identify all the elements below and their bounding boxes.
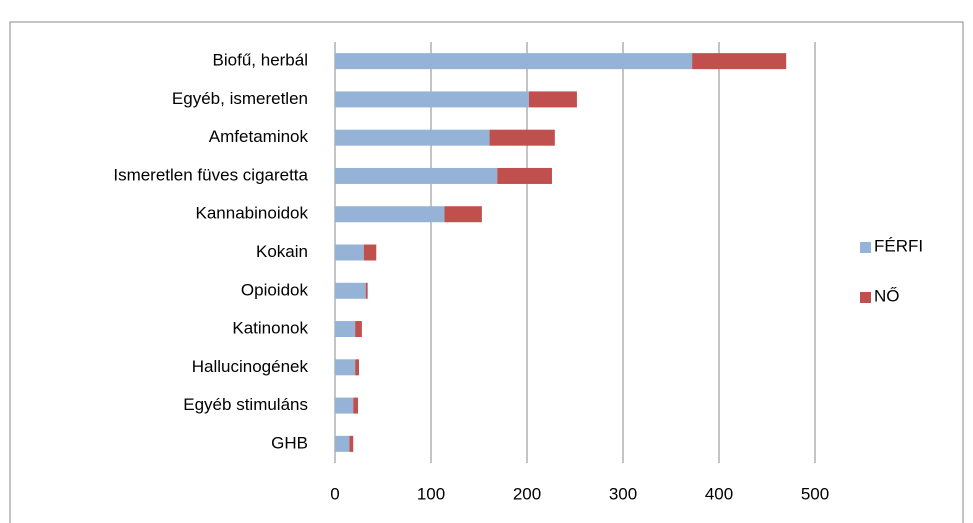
x-tick-label: 300 <box>609 484 637 503</box>
y-tick-label: GHB <box>271 433 308 452</box>
y-tick-label: Egyéb stimuláns <box>183 395 308 414</box>
y-tick-label: Egyéb, ismeretlen <box>172 89 308 108</box>
bar <box>335 91 529 108</box>
bar <box>528 91 577 108</box>
x-tick-label: 0 <box>330 484 339 503</box>
bar <box>353 397 359 414</box>
bar <box>335 244 364 261</box>
bar <box>363 244 377 261</box>
y-tick-label: Kannabinoidok <box>196 204 309 223</box>
x-tick-label: 400 <box>705 484 733 503</box>
bar <box>335 359 356 376</box>
y-tick-label: Biofű, herbál <box>213 51 308 70</box>
x-tick-label: 200 <box>513 484 541 503</box>
bar <box>335 282 366 299</box>
bar <box>335 53 693 70</box>
bar <box>335 397 354 414</box>
x-tick-label: 100 <box>417 484 445 503</box>
x-tick-label: 500 <box>801 484 829 503</box>
y-tick-label: Ismeretlen füves cigaretta <box>113 165 308 184</box>
y-tick-label: Hallucinogének <box>192 357 309 376</box>
legend-label: NŐ <box>874 286 900 305</box>
y-tick-label: Kokain <box>256 242 308 261</box>
bar <box>349 435 354 452</box>
bar <box>335 435 350 452</box>
bar <box>335 321 356 338</box>
y-tick-label: Opioidok <box>241 280 309 299</box>
bar <box>365 282 368 299</box>
legend-swatch <box>860 242 871 253</box>
bar <box>497 167 552 184</box>
bar <box>355 359 359 376</box>
y-tick-label: Katinonok <box>232 319 308 338</box>
bar <box>335 206 445 223</box>
bar <box>444 206 482 223</box>
bar <box>355 321 362 338</box>
y-tick-label: Amfetaminok <box>209 127 309 146</box>
bar <box>692 53 787 70</box>
legend-swatch <box>860 292 871 303</box>
bar <box>335 129 490 146</box>
bar <box>335 167 498 184</box>
legend-label: FÉRFI <box>874 236 923 255</box>
bar <box>489 129 555 146</box>
